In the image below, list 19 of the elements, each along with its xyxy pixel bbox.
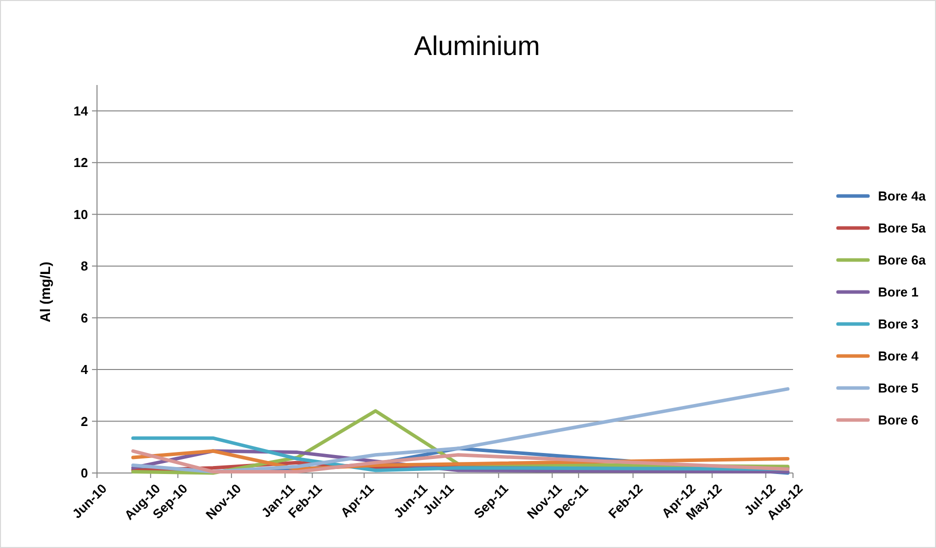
legend-label: Bore 1: [878, 284, 918, 300]
legend-label: Bore 6: [878, 412, 918, 428]
y-tick-label: 14: [74, 103, 89, 118]
legend-label: Bore 3: [878, 316, 918, 332]
y-tick-label: 12: [74, 155, 88, 170]
legend-label: Bore 6a: [878, 252, 926, 268]
y-tick-label: 6: [80, 310, 88, 326]
y-tick-label: 10: [74, 206, 88, 222]
chart-title: Aluminium: [414, 31, 540, 61]
y-tick-label: 4: [80, 362, 89, 378]
legend-label: Bore 4: [878, 348, 920, 364]
line-series: [131, 387, 790, 474]
y-tick-label: 2: [80, 414, 88, 429]
y-tick-label: 8: [80, 258, 88, 274]
legend-label: Bore 4a: [878, 188, 926, 204]
y-tick-label: 0: [80, 466, 88, 481]
legend-label: Bore 5: [878, 380, 918, 396]
y-axis-title: Al (mg/L): [37, 262, 53, 322]
legend-label: Bore 5a: [878, 220, 926, 236]
